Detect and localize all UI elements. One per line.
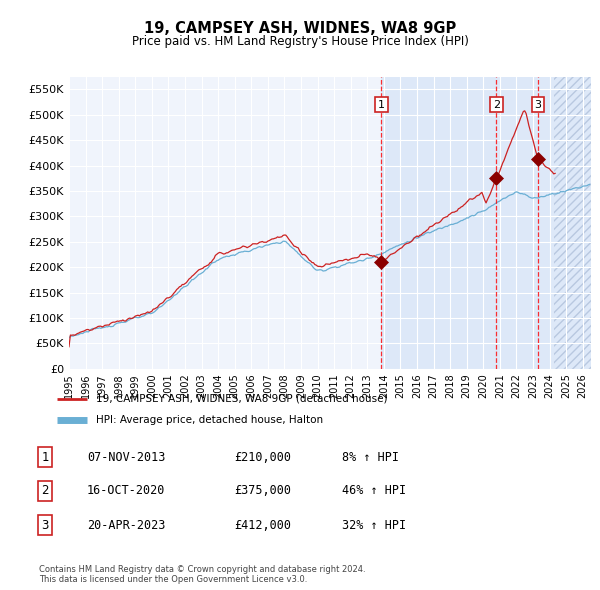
Text: 1: 1 <box>41 451 49 464</box>
Bar <box>554 77 591 369</box>
Text: 2: 2 <box>493 100 500 110</box>
Text: £412,000: £412,000 <box>234 519 291 532</box>
Text: 20-APR-2023: 20-APR-2023 <box>87 519 166 532</box>
Text: Price paid vs. HM Land Registry's House Price Index (HPI): Price paid vs. HM Land Registry's House … <box>131 35 469 48</box>
Text: 32% ↑ HPI: 32% ↑ HPI <box>342 519 406 532</box>
Bar <box>382 77 591 369</box>
Text: 3: 3 <box>41 519 49 532</box>
Text: 16-OCT-2020: 16-OCT-2020 <box>87 484 166 497</box>
Text: 3: 3 <box>535 100 542 110</box>
Text: 2: 2 <box>41 484 49 497</box>
Text: 19, CAMPSEY ASH, WIDNES, WA8 9GP (detached house): 19, CAMPSEY ASH, WIDNES, WA8 9GP (detach… <box>95 394 387 404</box>
Text: HPI: Average price, detached house, Halton: HPI: Average price, detached house, Halt… <box>95 415 323 425</box>
Text: £375,000: £375,000 <box>234 484 291 497</box>
Text: Contains HM Land Registry data © Crown copyright and database right 2024.
This d: Contains HM Land Registry data © Crown c… <box>39 565 365 584</box>
Text: 8% ↑ HPI: 8% ↑ HPI <box>342 451 399 464</box>
Text: £210,000: £210,000 <box>234 451 291 464</box>
Text: 07-NOV-2013: 07-NOV-2013 <box>87 451 166 464</box>
Text: 46% ↑ HPI: 46% ↑ HPI <box>342 484 406 497</box>
Text: 1: 1 <box>378 100 385 110</box>
Text: 19, CAMPSEY ASH, WIDNES, WA8 9GP: 19, CAMPSEY ASH, WIDNES, WA8 9GP <box>144 21 456 35</box>
